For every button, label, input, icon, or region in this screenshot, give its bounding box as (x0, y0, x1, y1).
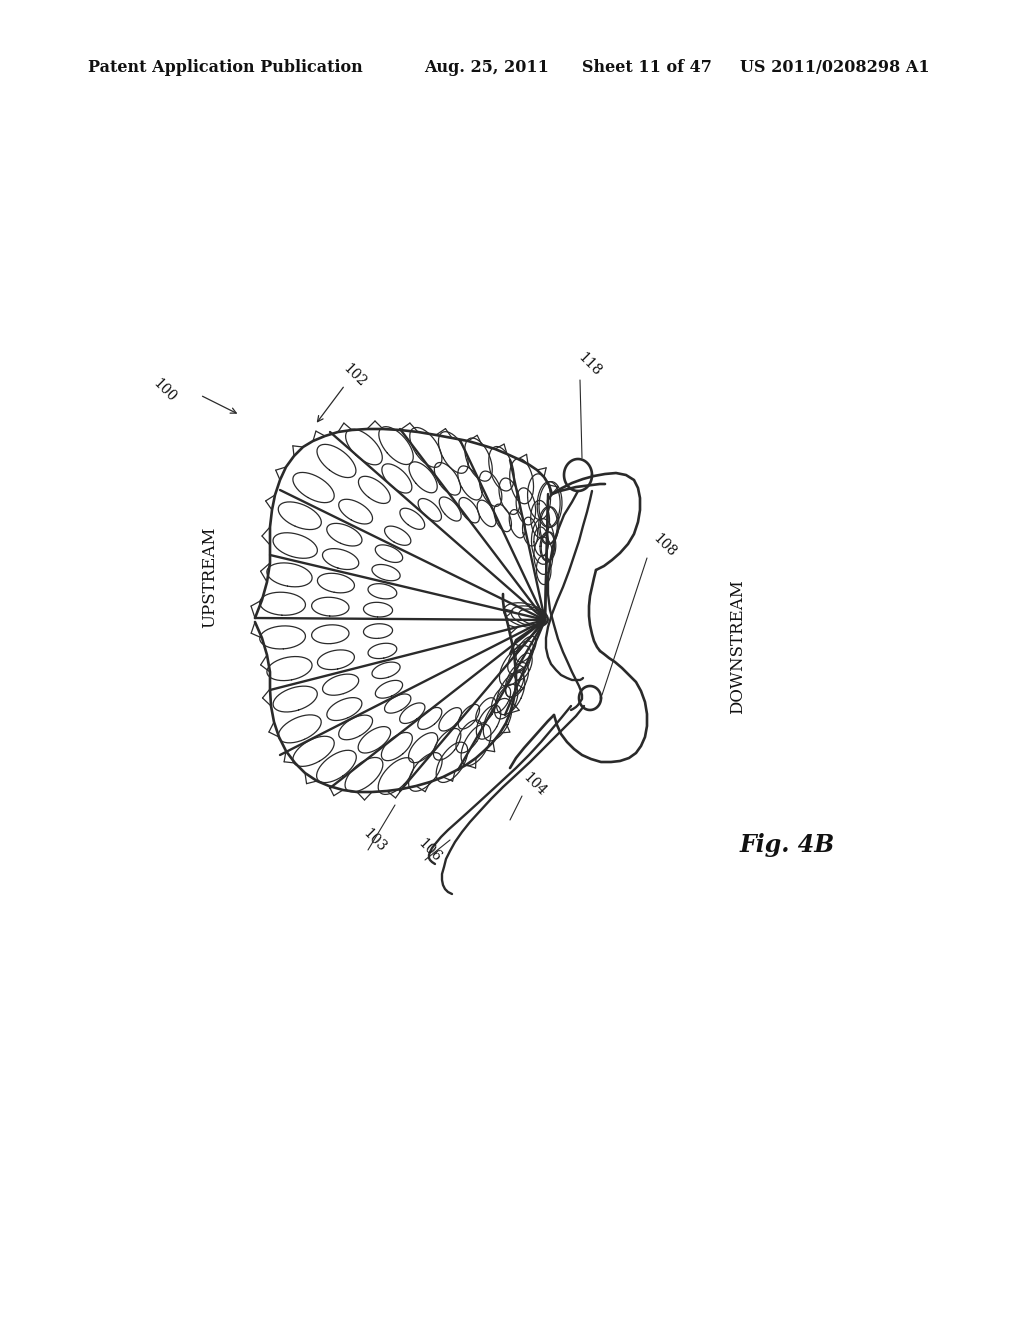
Text: 108: 108 (650, 531, 679, 560)
Text: US 2011/0208298 A1: US 2011/0208298 A1 (740, 59, 930, 77)
Text: DOWNSTREAM: DOWNSTREAM (729, 579, 745, 714)
Text: Patent Application Publication: Patent Application Publication (88, 59, 362, 77)
Text: 118: 118 (575, 351, 603, 379)
Text: 106: 106 (415, 836, 443, 865)
Text: Fig. 4B: Fig. 4B (740, 833, 836, 857)
Text: UPSTREAM: UPSTREAM (202, 527, 218, 627)
Text: 103: 103 (360, 826, 388, 854)
Text: Sheet 11 of 47: Sheet 11 of 47 (582, 59, 712, 77)
Text: 100: 100 (150, 376, 178, 404)
Text: 104: 104 (520, 771, 549, 800)
Text: 102: 102 (340, 360, 369, 389)
Text: Aug. 25, 2011: Aug. 25, 2011 (424, 59, 549, 77)
